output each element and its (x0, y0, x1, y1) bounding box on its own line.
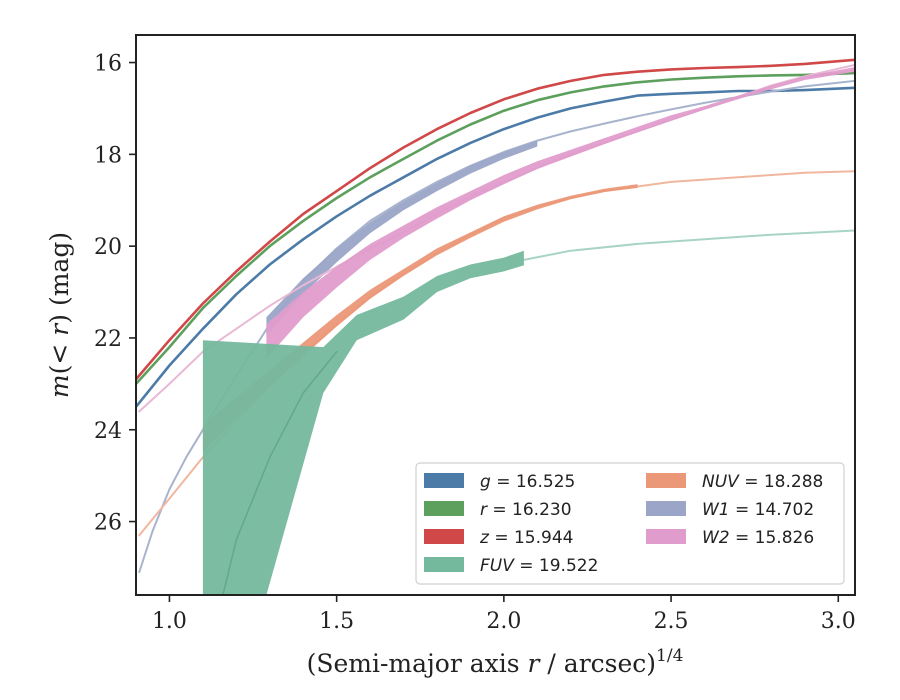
x-tick-label: 3.0 (821, 609, 856, 634)
legend-box (415, 462, 845, 585)
legend-swatch-r (424, 501, 464, 516)
x-tick-label: 2.0 (486, 609, 521, 634)
y-tick-label: 16 (94, 52, 122, 77)
x-axis: 1.0 1.5 2.0 2.5 3.0 (152, 595, 856, 634)
legend-entry-W2: W2 = 15.826 (702, 528, 814, 548)
legend-entry-g: g = 16.525 (480, 472, 575, 492)
legend-swatch-z (424, 529, 464, 544)
y-tick-label: 22 (94, 327, 122, 352)
x-tick-label: 1.5 (319, 609, 354, 634)
plot-area (136, 58, 855, 595)
series-r (136, 71, 855, 386)
x-axis-label: (Semi-major axis r / arcsec)1/4 (307, 646, 684, 678)
y-tick-label: 26 (94, 511, 122, 536)
legend-swatch-W2 (646, 529, 686, 544)
y-axis: 16 18 20 22 24 26 (94, 52, 136, 536)
y-axis-label: m(< r) (mag) (45, 232, 74, 398)
band-FUV-band (202, 250, 524, 595)
legend-swatch-g (424, 473, 464, 488)
legend-entry-W1: W1 = 14.702 (702, 500, 814, 520)
series-g (136, 86, 855, 409)
y-tick-label: 24 (94, 419, 122, 444)
legend-swatch-NUV (646, 473, 686, 488)
legend-swatch-FUV (424, 557, 464, 572)
legend-entry-FUV: FUV = 19.522 (480, 556, 598, 576)
x-tick-label: 2.5 (654, 609, 689, 634)
series-FUV-faint (522, 229, 855, 261)
legend-swatch-W1 (646, 501, 686, 516)
series-FUV-center (222, 350, 338, 595)
x-tick-label: 1.0 (152, 609, 187, 634)
y-tick-label: 20 (94, 235, 122, 260)
legend: g = 16.525 r = 16.230 z = 15.944 FUV = 19.5… (415, 462, 845, 585)
series-z (136, 58, 855, 381)
legend-entry-z: z = 15.944 (479, 528, 573, 548)
legend-entry-r: r = 16.230 (480, 500, 572, 520)
plot-frame (135, 34, 856, 596)
legend-entry-NUV: NUV = 18.288 (702, 472, 823, 492)
y-tick-label: 18 (94, 143, 122, 168)
